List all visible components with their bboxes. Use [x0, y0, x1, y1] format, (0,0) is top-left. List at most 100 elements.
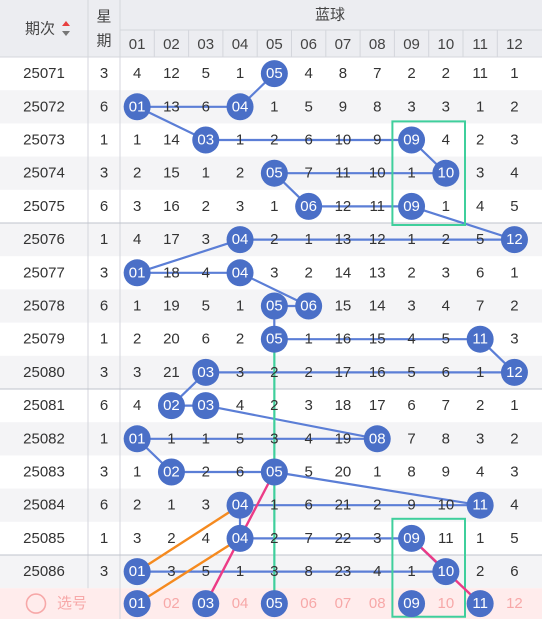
pick-ball-number[interactable]: 03	[197, 595, 214, 612]
miss-count: 3	[202, 231, 210, 248]
hit-ball[interactable]	[260, 458, 288, 486]
pick-ball[interactable]	[260, 590, 288, 618]
hit-ball[interactable]	[123, 93, 151, 121]
hit-ball-number: 09	[403, 198, 420, 215]
hit-ball[interactable]	[226, 93, 254, 121]
weekday-cell: 6	[100, 298, 108, 315]
hit-ball[interactable]	[466, 325, 494, 353]
miss-count: 11	[438, 530, 454, 547]
hit-ball[interactable]	[500, 358, 528, 386]
hit-ball[interactable]	[466, 491, 494, 519]
pick-ball-number[interactable]: 11	[472, 595, 488, 612]
hit-ball[interactable]	[157, 458, 185, 486]
miss-count: 3	[236, 364, 244, 381]
miss-count: 4	[304, 430, 312, 447]
pick-option[interactable]: 07	[335, 595, 352, 612]
miss-count: 5	[442, 331, 450, 348]
hit-ball-number: 06	[300, 298, 317, 315]
pick-option[interactable]: 12	[506, 595, 523, 612]
hit-ball[interactable]	[123, 425, 151, 453]
miss-count: 4	[304, 65, 312, 82]
hit-ball[interactable]	[398, 126, 426, 154]
pick-option[interactable]: 04	[232, 595, 249, 612]
hit-ball[interactable]	[500, 226, 528, 254]
miss-count: 12	[369, 231, 386, 248]
hit-ball[interactable]	[157, 392, 185, 420]
hit-ball[interactable]	[295, 192, 323, 220]
miss-count: 1	[476, 530, 484, 547]
miss-count: 5	[510, 198, 518, 215]
pick-ball[interactable]	[192, 590, 220, 618]
hit-ball[interactable]	[192, 392, 220, 420]
miss-count: 1	[510, 65, 518, 82]
hit-ball[interactable]	[226, 226, 254, 254]
period-cell: 25083	[23, 464, 65, 481]
period-cell: 25078	[23, 298, 65, 315]
miss-count: 1	[236, 132, 244, 149]
pick-ball-number[interactable]: 01	[129, 595, 146, 612]
pick-ball-number[interactable]: 05	[266, 595, 283, 612]
miss-count: 5	[304, 464, 312, 481]
period-cell: 25071	[23, 65, 65, 82]
hit-ball[interactable]	[295, 292, 323, 320]
hit-ball[interactable]	[192, 126, 220, 154]
sort-up-icon[interactable]	[62, 21, 70, 26]
select-circle-icon[interactable]	[25, 593, 47, 614]
miss-count: 9	[407, 497, 415, 514]
period-cell: 25077	[23, 264, 65, 281]
period-cell: 25072	[23, 98, 65, 115]
miss-count: 2	[510, 98, 518, 115]
miss-count: 5	[202, 563, 210, 580]
pick-option[interactable]: 02	[163, 595, 180, 612]
miss-count: 1	[407, 165, 415, 182]
hit-ball-number: 09	[403, 530, 420, 547]
miss-count: 2	[476, 397, 484, 414]
column-header-10: 10	[438, 36, 455, 53]
weekday-cell: 3	[100, 264, 108, 281]
miss-count: 2	[442, 231, 450, 248]
hit-ball[interactable]	[226, 491, 254, 519]
select-label[interactable]: 选号	[57, 595, 87, 612]
hit-ball[interactable]	[432, 558, 460, 586]
pick-ball[interactable]	[466, 590, 494, 618]
sort-down-icon[interactable]	[62, 31, 70, 36]
miss-count: 3	[476, 165, 484, 182]
hit-ball[interactable]	[123, 558, 151, 586]
hit-ball-number: 03	[197, 132, 214, 149]
hit-ball[interactable]	[398, 192, 426, 220]
miss-count: 14	[335, 264, 352, 281]
miss-count: 20	[335, 464, 352, 481]
hit-ball[interactable]	[226, 259, 254, 287]
hit-ball[interactable]	[260, 325, 288, 353]
hit-ball[interactable]	[260, 60, 288, 88]
miss-count: 2	[476, 132, 484, 149]
hit-ball[interactable]	[192, 358, 220, 386]
miss-count: 2	[133, 165, 141, 182]
hit-ball-number: 04	[232, 530, 249, 547]
hit-ball[interactable]	[432, 159, 460, 187]
hit-ball[interactable]	[226, 524, 254, 552]
miss-count: 11	[369, 198, 385, 215]
miss-count: 3	[476, 430, 484, 447]
miss-count: 4	[373, 563, 381, 580]
weekday-cell: 3	[100, 364, 108, 381]
pick-ball-number[interactable]: 09	[403, 595, 420, 612]
hit-ball[interactable]	[363, 425, 391, 453]
miss-count: 16	[163, 198, 180, 215]
pick-ball[interactable]	[123, 590, 151, 618]
pick-ball[interactable]	[398, 590, 426, 618]
hit-ball[interactable]	[398, 524, 426, 552]
pick-option[interactable]: 10	[438, 595, 455, 612]
hit-ball[interactable]	[260, 159, 288, 187]
pick-option[interactable]: 08	[369, 595, 386, 612]
hit-ball[interactable]	[123, 259, 151, 287]
miss-count: 4	[202, 264, 210, 281]
hit-ball-number: 04	[232, 264, 249, 281]
pick-option[interactable]: 06	[300, 595, 317, 612]
period-cell: 25079	[23, 331, 65, 348]
miss-count: 13	[369, 264, 386, 281]
miss-count: 17	[335, 364, 352, 381]
miss-count: 2	[304, 264, 312, 281]
hit-ball[interactable]	[260, 292, 288, 320]
